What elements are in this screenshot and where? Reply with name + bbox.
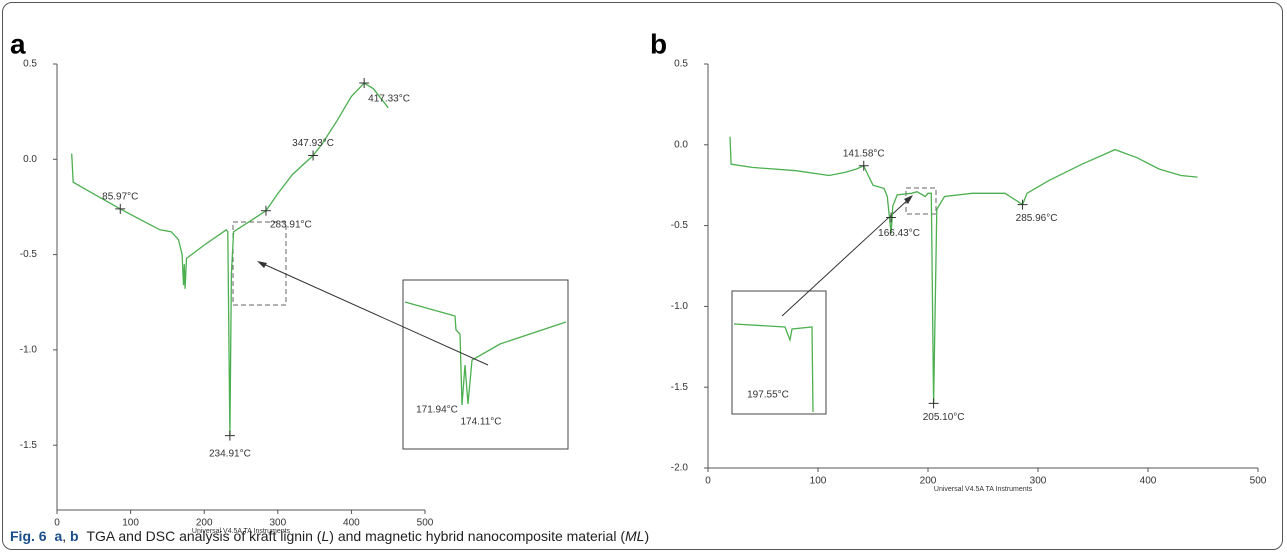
footer: Universal V4.5A TA Instruments xyxy=(192,528,291,535)
caption-panel: b xyxy=(70,528,79,544)
annotation-label: 141.58°C xyxy=(843,148,885,159)
annotation-label: 85.97°C xyxy=(102,191,138,202)
x-tick-label: 200 xyxy=(920,476,937,487)
panel-label: a xyxy=(10,28,26,59)
inset-label: 174.11°C xyxy=(460,417,501,428)
annotation-marker xyxy=(359,78,370,89)
y-tick-label: -1.5 xyxy=(20,440,38,451)
annotation-marker xyxy=(858,160,869,171)
inset-box xyxy=(731,290,827,415)
inset-curve xyxy=(733,323,814,413)
inset-label: 171.94°C xyxy=(416,405,458,416)
x-tick-label: 400 xyxy=(343,518,360,529)
caption-text: , xyxy=(62,528,71,544)
annotation-marker xyxy=(886,212,897,223)
arrow-head xyxy=(257,261,267,268)
x-tick-label: 200 xyxy=(196,518,213,529)
x-tick-label: 100 xyxy=(122,518,139,529)
y-tick-label: -0.5 xyxy=(671,220,689,231)
annotation-marker xyxy=(308,150,319,161)
arrow-head xyxy=(904,195,913,204)
inset-label: 197.55°C xyxy=(747,390,789,401)
inset-curve xyxy=(404,301,567,406)
x-tick-label: 500 xyxy=(1250,476,1267,487)
x-tick-label: 0 xyxy=(54,518,60,529)
annotation-marker xyxy=(928,398,939,409)
annotation-marker xyxy=(224,430,235,441)
caption-text: ) and magnetic hybrid nanocomposite mate… xyxy=(329,528,625,544)
panel-label: b xyxy=(650,28,667,59)
annotation-label: 234.91°C xyxy=(209,448,251,459)
x-tick-label: 0 xyxy=(705,476,711,487)
annotation-label: 283.91°C xyxy=(270,219,312,230)
caption-italic: L xyxy=(321,528,330,544)
caption-text: ) xyxy=(644,528,650,544)
y-tick-label: -1.0 xyxy=(671,301,689,312)
x-tick-label: 100 xyxy=(810,476,827,487)
annotation-marker xyxy=(260,205,271,216)
inset-box xyxy=(402,279,569,450)
y-tick-label: 0.5 xyxy=(23,59,37,70)
arrow xyxy=(258,261,489,366)
annotation-label: 205.10°C xyxy=(923,412,965,423)
y-tick-label: -0.5 xyxy=(20,249,38,260)
data-line xyxy=(729,136,1198,404)
y-tick-label: -2.0 xyxy=(671,463,689,474)
y-tick-label: 0.0 xyxy=(23,154,37,165)
x-tick-label: 300 xyxy=(269,518,286,529)
y-tick-label: -1.0 xyxy=(20,345,38,356)
annotation-label: 285.96°C xyxy=(1016,213,1058,224)
y-tick-label: -1.5 xyxy=(671,382,689,393)
caption-text: TGA and DSC analysis of kraft lignin ( xyxy=(86,528,322,544)
zoom-region xyxy=(232,221,287,306)
y-tick-label: 0.5 xyxy=(674,59,688,70)
annotation-marker xyxy=(1017,199,1028,210)
y-tick-label: 0.0 xyxy=(674,139,688,150)
data-line xyxy=(71,82,389,436)
annotation-marker xyxy=(115,203,126,214)
x-tick-label: 400 xyxy=(1140,476,1157,487)
x-tick-label: 300 xyxy=(1030,476,1047,487)
caption: Fig. 6 a, b TGA and DSC analysis of kraf… xyxy=(10,528,649,544)
caption-panel: a xyxy=(54,528,63,544)
annotation-label: 166.43°C xyxy=(878,228,920,239)
annotation-label: 417.33°C xyxy=(368,94,410,105)
footer: Universal V4.5A TA Instruments xyxy=(934,486,1033,493)
caption-label: Fig. 6 xyxy=(10,528,47,544)
x-tick-label: 500 xyxy=(417,518,434,529)
caption-italic: ML xyxy=(624,528,645,544)
annotation-label: 347.93°C xyxy=(292,138,334,149)
